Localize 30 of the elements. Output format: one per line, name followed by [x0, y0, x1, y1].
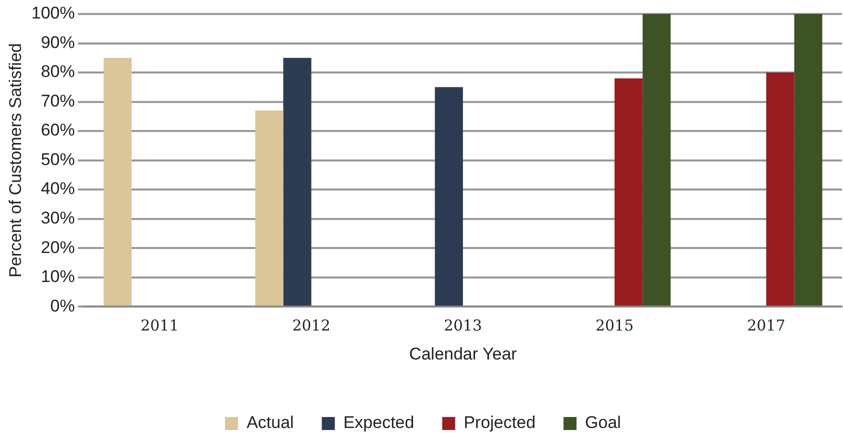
- y-tick-label: 0%: [50, 296, 75, 316]
- x-tick-label: 2015: [595, 316, 634, 334]
- bar: [104, 58, 132, 306]
- legend-label: Goal: [585, 413, 621, 432]
- y-tick-label: 100%: [31, 4, 75, 23]
- bar: [255, 110, 284, 306]
- y-tick-label: 40%: [40, 179, 75, 198]
- y-tick-label: 10%: [40, 267, 75, 286]
- bar: [794, 14, 822, 306]
- y-tick-label: 60%: [40, 120, 75, 140]
- bar: [283, 58, 312, 306]
- x-tick-label: 2013: [444, 316, 482, 334]
- legend-label: Actual: [246, 413, 294, 432]
- legend-label: Expected: [343, 413, 414, 432]
- y-tick-label: 80%: [40, 62, 75, 82]
- x-tick-label: 2017: [747, 316, 786, 334]
- bar: [434, 87, 463, 306]
- y-axis-title: Percent of Customers Satisfied: [6, 43, 25, 278]
- y-tick-label: 90%: [40, 32, 75, 52]
- y-tick-label: 50%: [40, 150, 75, 169]
- y-tick-label: 70%: [40, 91, 75, 110]
- y-tick-label: 20%: [40, 238, 75, 257]
- bar: [614, 78, 643, 306]
- x-tick-label: 2011: [140, 316, 179, 334]
- x-axis-title: Calendar Year: [409, 344, 518, 364]
- bar: [642, 14, 671, 306]
- y-tick-label: 30%: [40, 208, 75, 228]
- legend-label: Projected: [464, 413, 536, 432]
- bar: [766, 72, 794, 306]
- x-tick-label: 2012: [292, 316, 330, 334]
